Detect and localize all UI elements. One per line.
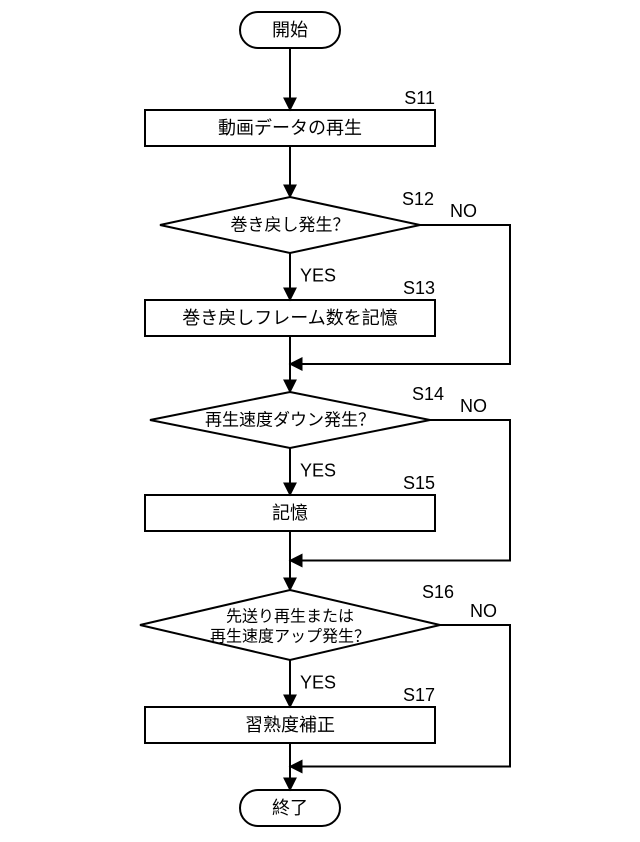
svg-text:巻き戻し発生？: 巻き戻し発生？ bbox=[231, 216, 350, 235]
no-label: NO bbox=[450, 201, 477, 221]
svg-text:開始: 開始 bbox=[272, 20, 308, 40]
flowchart-canvas: 開始動画データの再生 S11 巻き戻し発生？ S12 巻き戻しフレーム数を記憶 S13 再生… bbox=[0, 0, 640, 842]
svg-text:YES: YES bbox=[300, 461, 336, 481]
svg-text:S13: S13 bbox=[403, 278, 435, 298]
svg-text:終了: 終了 bbox=[272, 798, 308, 818]
svg-text:NO: NO bbox=[470, 601, 497, 621]
svg-text:YES: YES bbox=[300, 673, 336, 693]
svg-text:習熟度補正: 習熟度補正 bbox=[245, 715, 335, 735]
svg-text:巻き戻しフレーム数を記憶: 巻き戻しフレーム数を記憶 bbox=[182, 308, 397, 328]
svg-text:動画データの再生: 動画データの再生 bbox=[218, 118, 362, 138]
svg-text:再生速度アップ発生？: 再生速度アップ発生？ bbox=[210, 628, 370, 646]
svg-text:S14: S14 bbox=[412, 384, 444, 404]
svg-text:記憶: 記憶 bbox=[272, 503, 308, 523]
svg-text:S15: S15 bbox=[403, 473, 435, 493]
svg-text:NO: NO bbox=[460, 396, 487, 416]
svg-text:先送り再生または: 先送り再生または bbox=[226, 608, 354, 626]
svg-text:S11: S11 bbox=[404, 88, 435, 108]
svg-text:S16: S16 bbox=[422, 582, 454, 602]
svg-text:S17: S17 bbox=[403, 685, 435, 705]
svg-text:S12: S12 bbox=[402, 189, 434, 209]
svg-text:再生速度ダウン発生？: 再生速度ダウン発生？ bbox=[205, 411, 375, 430]
yes-label: YES bbox=[300, 266, 336, 286]
